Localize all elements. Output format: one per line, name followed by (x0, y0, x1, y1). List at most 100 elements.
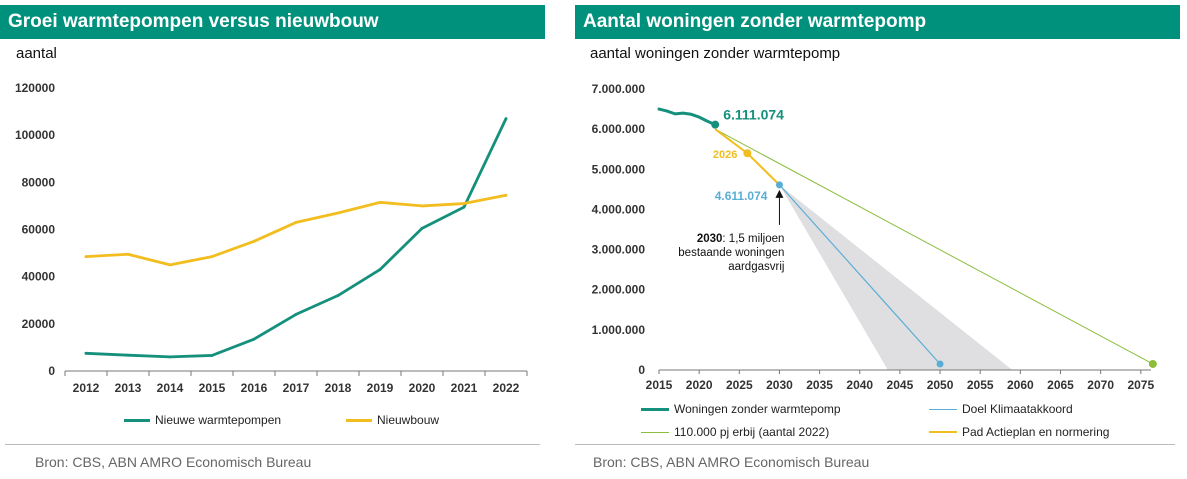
legend-label-warmtepompen: Nieuwe warmtepompen (155, 413, 282, 427)
right-chart-title: Aantal woningen zonder warmtepomp (575, 5, 1180, 39)
x-tick-label: 2030 (766, 378, 793, 392)
y-tick-label: 120000 (15, 81, 55, 95)
data-point-warmtepompen (294, 313, 298, 316)
legend-item-klimaat: Doel Klimaatakkoord (929, 402, 1073, 416)
data-point-warmtepompen (252, 337, 256, 341)
data-point-warmtepompen (168, 355, 172, 359)
data-point-nieuwbouw (504, 193, 508, 197)
legend-label-pad: Pad Actieplan en normering (962, 425, 1110, 439)
right-source-text: Bron: CBS, ABN AMRO Economisch Bureau (593, 454, 870, 470)
legend-swatch-klimaat (929, 408, 957, 410)
y-tick-label: 40000 (22, 270, 56, 284)
marker-klimaat-end (936, 360, 944, 368)
series-line-klimaat (779, 184, 941, 365)
x-tick-label: 2015 (199, 381, 226, 395)
y-tick-label: 6.000.000 (592, 122, 646, 136)
left-chart-subtitle: aantal (16, 45, 57, 62)
marker-pj-end (1148, 359, 1157, 368)
y-tick-label: 80000 (22, 175, 56, 189)
legend-item-nieuwbouw: Nieuwbouw (346, 413, 439, 427)
y-tick-label: 4.000.000 (592, 202, 646, 216)
data-point-warmtepompen (336, 294, 340, 297)
marker-woningen-end (711, 120, 720, 129)
data-point-nieuwbouw (420, 204, 424, 208)
legend-label-woningen: Woningen zonder warmtepomp (674, 402, 841, 416)
left-chart-svg: 2012 2013 2014 2015 2016 2017 2018 2019 2020 2021… (15, 81, 528, 395)
legend-label-klimaat: Doel Klimaatakkoord (962, 402, 1073, 416)
legend-item-warmtepompen: Nieuwe warmtepompen (124, 413, 281, 427)
right-chart-subtitle: aantal woningen zonder warmtepomp (590, 45, 841, 62)
left-source-text: Bron: CBS, ABN AMRO Economisch Bureau (35, 454, 312, 470)
data-point-nieuwbouw (462, 202, 466, 205)
y-tick-label: 5.000.000 (592, 162, 646, 176)
legend-item-pad: Pad Actieplan en normering (929, 425, 1109, 439)
legend-swatch-pj (641, 431, 669, 433)
marker-pad-2026 (743, 149, 752, 158)
data-point-warmtepompen (462, 205, 466, 209)
data-point-nieuwbouw (84, 255, 88, 259)
x-tick-label: 2012 (73, 381, 100, 395)
annotation-note-year: 2030 (697, 233, 723, 245)
annotation-arrow-head (775, 189, 784, 198)
annotation-note-text: : 1,5 miljoen (722, 233, 784, 245)
x-tick-label: 2060 (1007, 378, 1034, 392)
legend-item-pj: 110.000 pj erbij (aantal 2022) (641, 425, 829, 439)
legend-label-pj: 110.000 pj erbij (aantal 2022) (674, 425, 830, 439)
left-chart-title: Groei warmtepompen versus nieuwbouw (0, 5, 545, 39)
x-tick-label: 2019 (367, 381, 394, 395)
x-tick-label: 2020 (409, 381, 436, 395)
x-tick-label: 2018 (325, 381, 352, 395)
x-tick-label: 2045 (887, 378, 914, 392)
left-chart-panel: Groei warmtepompen versus nieuwbouw aant… (0, 0, 545, 479)
x-tick-label: 2015 (646, 378, 673, 392)
series-line-pj (714, 128, 1154, 365)
x-tick-label: 2075 (1127, 378, 1154, 392)
x-tick-label: 2016 (241, 381, 268, 395)
legend-swatch-pad (929, 431, 957, 433)
legend-swatch-woningen (641, 407, 669, 411)
annotation-year-2026: 2026 (713, 149, 737, 161)
data-point-warmtepompen (420, 226, 424, 230)
data-point-warmtepompen (504, 117, 508, 121)
y-tick-label: 60000 (22, 223, 56, 237)
legend-swatch-warmtepompen (124, 418, 150, 422)
right-chart-svg: 2015 2020 2025 2030 2035 2040 2045 2050 2055 2060… (592, 82, 1157, 392)
right-source-divider (575, 444, 1175, 445)
y-tick-label: 0 (48, 364, 55, 378)
y-tick-label: 20000 (22, 317, 56, 331)
data-point-warmtepompen (84, 351, 88, 355)
legend-label-nieuwbouw: Nieuwbouw (377, 413, 440, 427)
legend-swatch-nieuwbouw (346, 418, 372, 422)
data-point-warmtepompen (378, 268, 382, 271)
y-tick-label: 2.000.000 (592, 283, 646, 297)
uncertainty-cone (779, 184, 1013, 370)
x-tick-label: 2021 (451, 381, 478, 395)
x-tick-label: 2040 (846, 378, 873, 392)
x-tick-label: 2070 (1087, 378, 1114, 392)
x-tick-label: 2017 (283, 381, 310, 395)
annotation-note-line3: aardgasvrij (728, 261, 784, 273)
annotation-note-line2: bestaande woningen (678, 247, 784, 259)
series-line-nieuwbouw (84, 193, 508, 267)
x-tick-label: 2013 (115, 381, 142, 395)
data-point-nieuwbouw (294, 221, 298, 224)
x-tick-label: 2055 (967, 378, 994, 392)
data-point-nieuwbouw (378, 200, 382, 204)
x-tick-label: 2022 (493, 381, 520, 395)
x-tick-label: 2065 (1047, 378, 1074, 392)
data-point-nieuwbouw (126, 252, 130, 256)
y-tick-label: 7.000.000 (592, 82, 646, 96)
data-point-warmtepompen (210, 354, 214, 357)
data-point-nieuwbouw (336, 211, 340, 215)
right-chart-panel: Aantal woningen zonder warmtepomp aantal… (575, 0, 1180, 479)
x-tick-label: 2035 (806, 378, 833, 392)
left-source-divider (5, 444, 540, 445)
annotation-start-value: 6.111.074 (723, 107, 784, 123)
x-tick-label: 2050 (927, 378, 954, 392)
data-point-warmtepompen (126, 353, 130, 357)
x-tick-label: 2014 (157, 381, 184, 395)
annotation-target-value: 4.611.074 (715, 189, 768, 203)
series-line-woningen (657, 107, 717, 127)
data-point-nieuwbouw (210, 255, 214, 259)
annotation-note-line1: 2030: 1,5 miljoen (697, 233, 785, 245)
